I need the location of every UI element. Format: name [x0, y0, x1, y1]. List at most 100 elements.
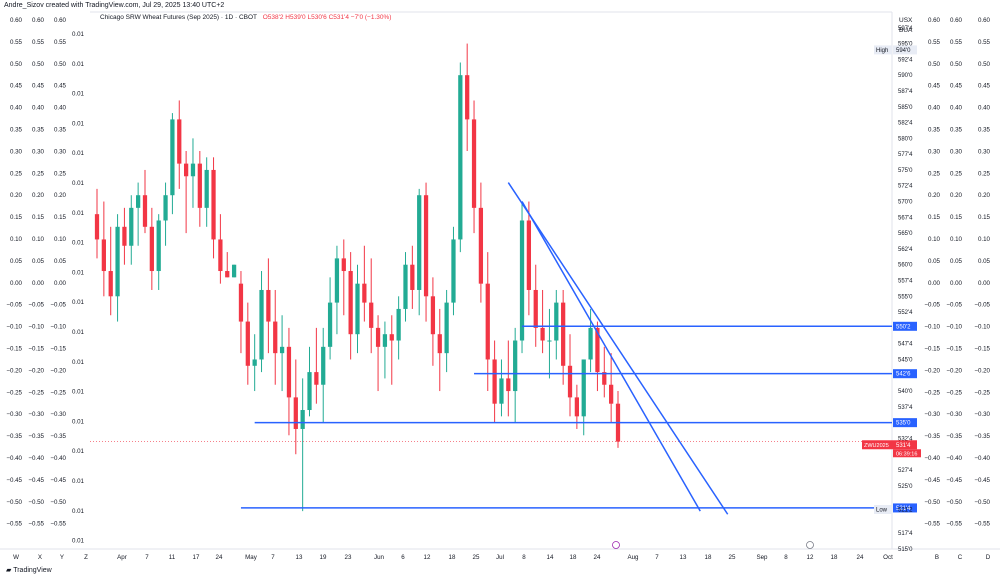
tradingview-logo[interactable]: ▰ TradingView	[6, 566, 52, 574]
left-scale-label: −0.30	[28, 411, 44, 418]
right-scale-label: −0.55	[946, 521, 962, 528]
right-scale-label: 0.40	[928, 105, 941, 112]
left-scale-label: 0.55	[54, 39, 67, 46]
price-label-box	[893, 45, 917, 55]
right-scale-label: 0.40	[978, 105, 991, 112]
time-tick-label: Jul	[496, 554, 504, 561]
candle-body	[547, 340, 552, 342]
right-scale-label: −0.25	[974, 389, 990, 396]
right-scale-label: 0.55	[928, 39, 941, 46]
time-tick-label: 24	[594, 554, 601, 561]
left-scale-label: −0.10	[50, 324, 66, 331]
time-tick-label: Apr	[117, 554, 127, 561]
left-scale-label: 0.00	[32, 280, 45, 287]
right-scale-label: 0.30	[978, 148, 991, 155]
time-tick-label: 24	[216, 554, 223, 561]
price-label-box	[893, 418, 917, 428]
left-scale-label: 0.20	[10, 192, 23, 199]
candle-body	[218, 239, 223, 272]
right-scale-label: 0.50	[928, 61, 941, 68]
left-scale-label: −0.55	[50, 521, 66, 528]
right-scale-label: −0.25	[946, 389, 962, 396]
right-scale-label: −0.05	[946, 302, 962, 309]
price-tick-label: 592'4	[898, 57, 913, 63]
left-scale-label: 0.60	[10, 17, 23, 24]
right-scale-label: 0.30	[928, 148, 941, 155]
symbol-legend[interactable]: Chicago SRW Wheat Futures (Sep 2025) · 1…	[100, 14, 391, 21]
left-scale-label: 0.15	[32, 214, 45, 221]
right-scale-label: 0.25	[950, 170, 963, 177]
left-scale-label: −0.15	[28, 346, 44, 353]
candle-body	[273, 321, 278, 354]
left-scale-label: −0.05	[50, 302, 66, 309]
left-scale-label: −0.45	[50, 477, 66, 484]
time-tick-label: C	[958, 554, 963, 561]
currency-label[interactable]: USX	[899, 17, 913, 24]
right-scale-label: 0.00	[978, 280, 991, 287]
inner-scale-label: 0.01	[72, 299, 85, 306]
candle-body	[266, 289, 271, 322]
candle-body	[231, 264, 237, 278]
left-scale-label: −0.45	[28, 477, 44, 484]
left-scale-label: 0.40	[54, 105, 67, 112]
left-scale-label: 0.45	[32, 83, 45, 90]
countdown: 06:39:16	[896, 451, 917, 457]
time-tick-label: 8	[522, 554, 526, 561]
price-tick-label: 547'4	[898, 342, 913, 348]
price-label-box	[893, 503, 917, 513]
candle-body	[225, 271, 230, 278]
left-scale-label: 0.50	[32, 61, 45, 68]
right-scale-label: −0.45	[924, 477, 940, 484]
right-scale-label: 0.35	[928, 127, 941, 134]
unit-label[interactable]: BUA	[899, 27, 913, 34]
price-tick-label: 580'0	[898, 136, 913, 142]
left-scale-label: −0.50	[50, 499, 66, 506]
candle-body	[300, 410, 305, 429]
left-scale-label: −0.15	[50, 346, 66, 353]
price-tick-label: 537'4	[898, 405, 913, 411]
candle-body	[417, 195, 422, 290]
left-scale-label: −0.40	[50, 455, 66, 462]
right-scale-label: 0.60	[928, 17, 941, 24]
right-scale-label: −0.30	[974, 411, 990, 418]
symbol-tag: ZWU2025	[864, 443, 889, 449]
price-label: 531'4	[896, 443, 911, 449]
candle-body	[348, 271, 353, 335]
price-label: 594'0	[896, 48, 911, 54]
left-scale-label: −0.55	[28, 521, 44, 528]
time-tick-label: 25	[473, 554, 480, 561]
time-tick-label: W	[13, 554, 19, 561]
ohlc-values: O538'2 H539'0 L530'6 C531'4 −7'0 (−1.30%…	[262, 14, 392, 21]
left-scale-label: 0.05	[54, 258, 67, 265]
right-scale-label: 0.30	[950, 148, 963, 155]
left-scale-label: 0.60	[54, 17, 67, 24]
candle-body	[136, 195, 141, 208]
candle-body	[177, 119, 182, 164]
left-scale-label: 0.10	[10, 236, 23, 243]
right-scale-label: 0.20	[978, 192, 991, 199]
candle-body	[259, 289, 264, 360]
candle-body	[204, 169, 209, 208]
price-label: 535'0	[896, 421, 911, 427]
symbol-tag-box	[862, 440, 893, 450]
right-scale-label: −0.50	[974, 499, 990, 506]
left-scale-label: 0.10	[54, 236, 67, 243]
right-scale-label: 0.10	[928, 236, 941, 243]
left-scale-label: 0.05	[32, 258, 45, 265]
candle-body	[602, 372, 607, 385]
inner-scale-label: 0.01	[72, 538, 85, 545]
trend-line	[521, 201, 701, 512]
price-label-box	[893, 369, 917, 379]
right-scale-label: −0.20	[974, 367, 990, 374]
left-scale-label: 0.30	[54, 148, 67, 155]
candle-body	[321, 346, 326, 385]
candle-body	[252, 359, 257, 366]
time-tick-label: Y	[60, 554, 64, 561]
right-scale-label: 0.45	[978, 83, 991, 90]
right-scale-label: −0.20	[924, 367, 940, 374]
time-tick-label: 13	[296, 554, 303, 561]
right-scale-label: 0.00	[950, 280, 963, 287]
candle-body	[478, 207, 484, 284]
left-scale-label: 0.15	[10, 214, 23, 221]
